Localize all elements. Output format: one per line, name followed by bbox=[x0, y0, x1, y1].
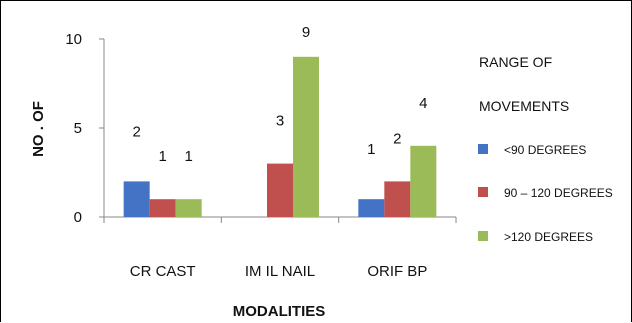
bar bbox=[175, 199, 202, 217]
legend-title-line1: RANGE OF bbox=[479, 54, 552, 70]
data-label: 2 bbox=[132, 123, 140, 140]
x-tick-label: ORIF BP bbox=[367, 263, 427, 280]
legend-label: <90 DEGREES bbox=[504, 143, 586, 157]
legend-swatch bbox=[478, 144, 488, 154]
data-label: 1 bbox=[367, 141, 375, 158]
bar bbox=[267, 163, 293, 217]
legend-title-line2: MOVEMENTS bbox=[479, 98, 569, 114]
legend: RANGE OF MOVEMENTS <90 DEGREES 90 – 120 D… bbox=[478, 54, 613, 244]
bar bbox=[410, 145, 437, 217]
x-axis: CR CAST IM IL NAIL ORIF BP bbox=[103, 216, 457, 280]
y-tick-label: 5 bbox=[74, 120, 82, 137]
data-label: 1 bbox=[184, 148, 192, 165]
data-label: 4 bbox=[419, 95, 427, 112]
y-axis-title: NO . OF bbox=[30, 101, 47, 157]
data-label: 2 bbox=[393, 130, 401, 147]
legend-label: >120 DEGREES bbox=[504, 230, 593, 244]
bar bbox=[384, 181, 411, 217]
x-axis-title: MODALITIES bbox=[233, 303, 326, 320]
bars bbox=[123, 56, 437, 217]
bar bbox=[123, 181, 150, 217]
data-labels: 2 1 1 3 2 1 9 4 bbox=[132, 24, 427, 165]
data-label: 9 bbox=[302, 24, 310, 41]
x-tick-label: IM IL NAIL bbox=[245, 263, 315, 280]
legend-swatch bbox=[478, 187, 488, 197]
bar bbox=[293, 56, 319, 217]
bar bbox=[149, 199, 176, 217]
data-label: 3 bbox=[276, 113, 284, 130]
y-tick-label: 10 bbox=[65, 31, 82, 48]
y-tick-label: 0 bbox=[74, 209, 82, 226]
x-tick-label: CR CAST bbox=[130, 263, 196, 280]
data-label: 1 bbox=[158, 148, 166, 165]
y-axis: 0 5 10 bbox=[65, 31, 105, 226]
bar bbox=[358, 199, 385, 217]
legend-label: 90 – 120 DEGREES bbox=[504, 186, 613, 200]
legend-swatch bbox=[478, 231, 488, 241]
